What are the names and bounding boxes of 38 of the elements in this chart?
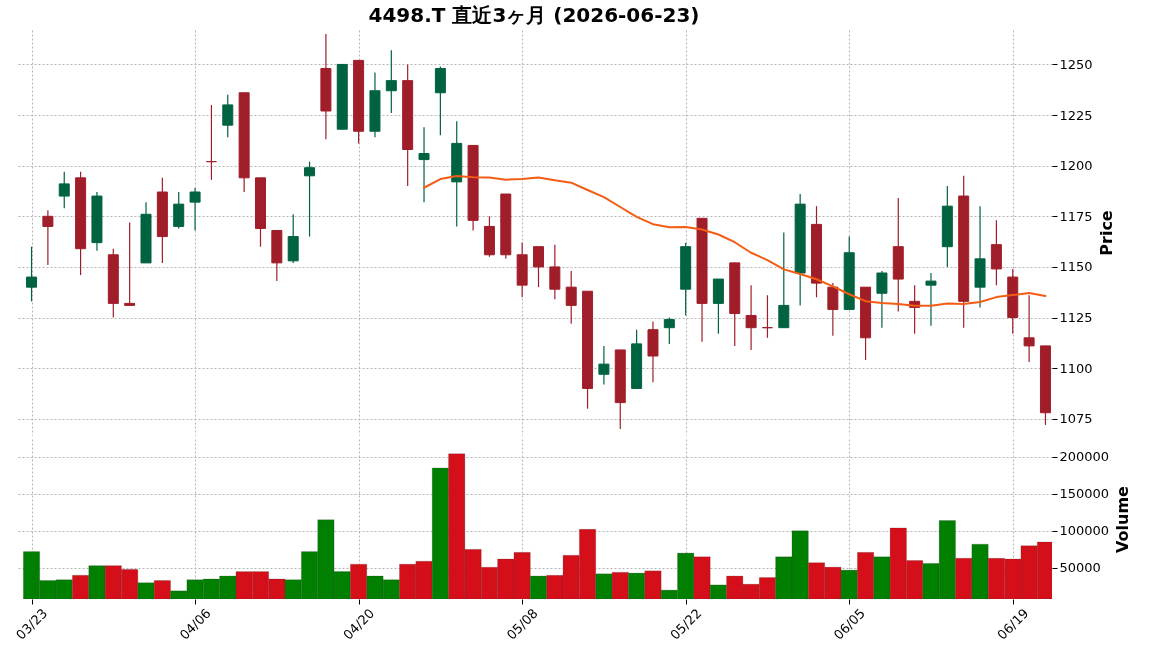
y-tick-label: 1175 <box>1059 208 1093 224</box>
candlestick <box>761 294 773 339</box>
candlestick <box>533 246 544 288</box>
candlestick <box>565 270 577 325</box>
candlestick <box>778 231 790 329</box>
y-tick-label: 1250 <box>1059 56 1093 72</box>
y-axis-title: Volume <box>1113 485 1133 553</box>
y-tick-label: 1125 <box>1059 310 1093 326</box>
chart-title: 4498.T 直近3ヶ月 (2026-06-23) <box>368 3 700 27</box>
candlestick <box>1023 294 1035 363</box>
y-tick-label: 50000 <box>1059 560 1101 576</box>
y-tick-label: 1225 <box>1059 107 1093 123</box>
y-axis-title: Price <box>1096 210 1116 256</box>
candlestick <box>876 270 888 329</box>
y-tick-label: 1075 <box>1059 411 1093 427</box>
candlestick <box>304 161 316 238</box>
y-tick-label: 100000 <box>1059 523 1110 539</box>
y-tick-label: 150000 <box>1059 486 1110 502</box>
candlestick <box>222 94 234 138</box>
candlestick <box>549 244 561 300</box>
candlestick <box>827 282 839 337</box>
candlestick <box>26 246 38 302</box>
candlestick <box>598 345 610 385</box>
y-tick-label: 1150 <box>1059 259 1093 275</box>
candlestick <box>124 221 136 306</box>
candlestick <box>925 272 937 327</box>
candlestick <box>205 104 217 181</box>
candlestick <box>663 316 675 345</box>
candlestick <box>42 209 54 266</box>
candlestick <box>418 126 430 203</box>
y-tick-label: 200000 <box>1059 449 1110 465</box>
y-tick-label: 1100 <box>1059 360 1093 376</box>
y-tick-label: 1200 <box>1059 158 1093 174</box>
candlestick <box>385 49 397 114</box>
candlestick <box>745 284 757 351</box>
candlestick <box>58 171 70 209</box>
candlestick <box>173 191 185 230</box>
candlestick <box>189 187 201 232</box>
